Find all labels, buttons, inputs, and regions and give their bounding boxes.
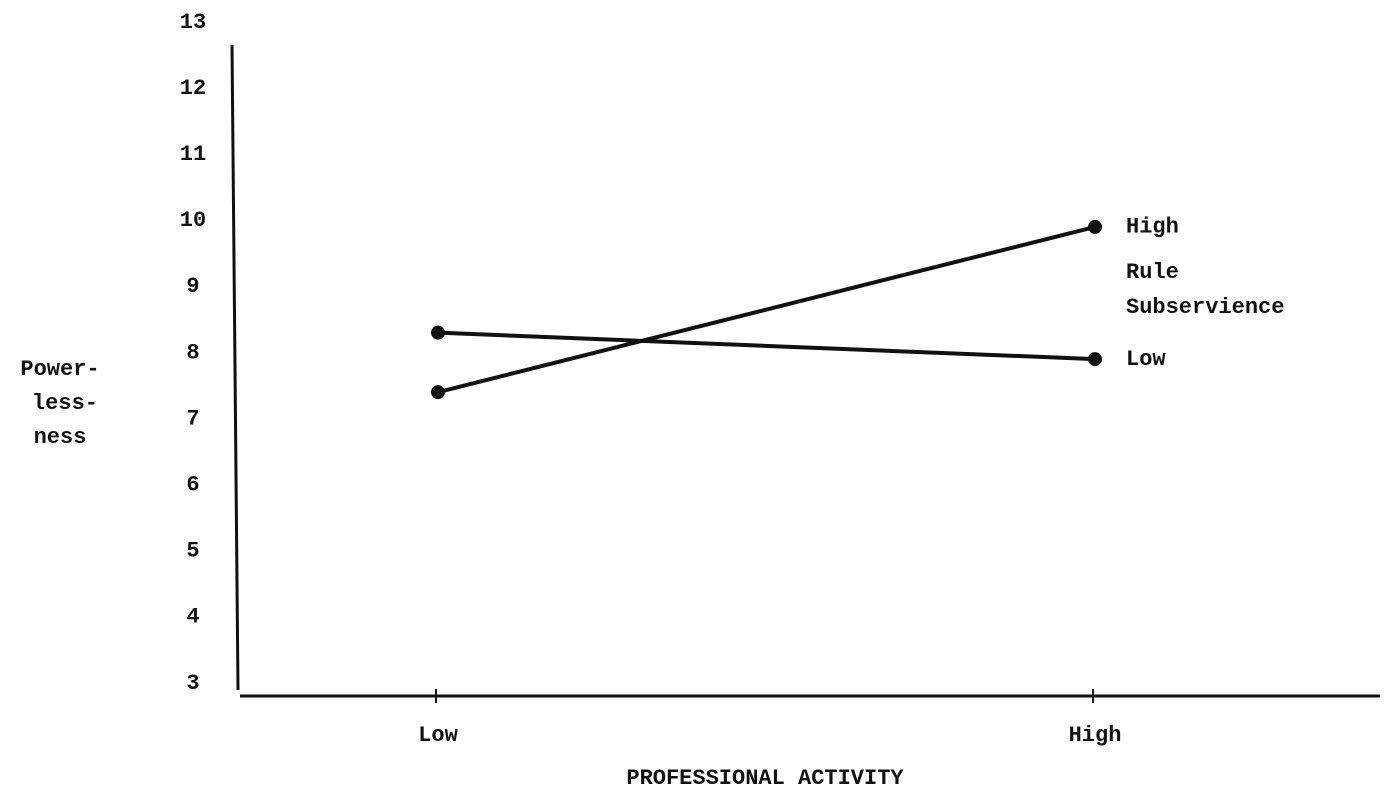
- y-tick-label: 6: [186, 473, 199, 498]
- y-tick-label: 8: [186, 340, 199, 365]
- x-axis-label: PROFESSIONAL ACTIVITY: [626, 766, 904, 791]
- y-axis-label: Power-: [20, 357, 99, 382]
- point: [1088, 352, 1102, 367]
- x-tick-label: Low: [418, 723, 458, 748]
- point: [1088, 219, 1102, 234]
- y-tick-label: 5: [186, 539, 199, 564]
- y-tick-label: 7: [186, 406, 199, 431]
- line: [437, 224, 1096, 395]
- y-tick-label: 9: [186, 274, 199, 299]
- legend-label: Low: [1126, 347, 1166, 372]
- annotation: Subservience: [1126, 295, 1284, 320]
- y-axis-label: less-: [32, 391, 98, 416]
- y-axis-label: ness: [34, 425, 87, 450]
- line: [437, 330, 1096, 362]
- point: [431, 325, 445, 340]
- y-tick-label: 13: [180, 10, 206, 35]
- point: [431, 385, 445, 400]
- y-tick-label: 10: [180, 208, 206, 233]
- y-tick-label: 4: [186, 605, 199, 630]
- legend-label: High: [1126, 215, 1179, 240]
- y-tick-label: 11: [180, 142, 206, 167]
- y-tick-label: 3: [186, 671, 199, 696]
- y-tick-label: 12: [180, 76, 206, 101]
- x-tick-label: High: [1069, 723, 1122, 748]
- annotation: Rule: [1126, 260, 1179, 285]
- y-axis: [230, 44, 240, 691]
